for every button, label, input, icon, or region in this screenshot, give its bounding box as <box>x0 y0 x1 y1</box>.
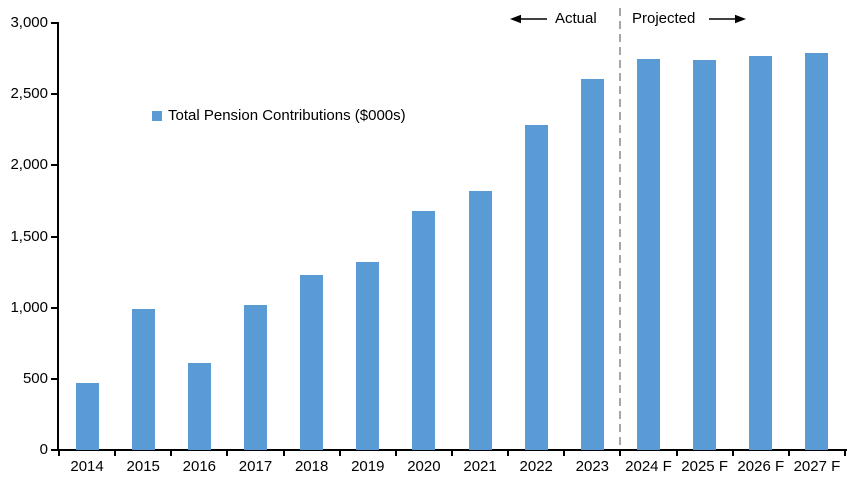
legend-marker <box>152 111 162 121</box>
x-axis-tick-label: 2016 <box>182 458 217 475</box>
arrow-left-icon <box>510 14 547 24</box>
x-axis-tick <box>563 450 566 456</box>
projected-label: Projected <box>632 10 696 27</box>
x-axis-tick-label: 2019 <box>351 458 385 475</box>
y-axis-tick-label: 3,000 <box>10 14 48 31</box>
x-axis-tick-label: 2024 F <box>625 458 672 475</box>
x-axis-tick <box>282 450 285 456</box>
x-axis-tick <box>451 450 453 456</box>
x-axis-tick-label: 2017 <box>238 458 273 475</box>
x-axis-tick <box>507 450 510 456</box>
bar-2026-f <box>749 55 773 450</box>
x-axis-tick <box>675 450 678 456</box>
bar-2021 <box>468 190 492 450</box>
x-axis-tick-label: 2022 <box>519 458 553 475</box>
x-axis-tick <box>114 450 117 456</box>
bar-2022 <box>524 125 548 450</box>
y-axis-tick <box>51 93 58 96</box>
x-axis-tick <box>787 450 790 456</box>
x-axis-tick-label: 2020 <box>407 458 441 475</box>
x-axis-tick-label: 2027 F <box>793 458 841 475</box>
y-axis-tick <box>51 449 58 451</box>
y-axis-tick-label: 2,000 <box>10 156 48 174</box>
bar-2018 <box>300 274 324 450</box>
arrow-right-icon <box>709 14 746 24</box>
x-axis-tick <box>226 450 229 456</box>
bar-2016 <box>187 363 211 450</box>
x-axis-tick <box>619 450 622 456</box>
y-axis-line <box>57 22 59 451</box>
x-axis-tick <box>170 450 173 456</box>
x-axis-tick <box>58 450 60 456</box>
x-axis-tick <box>731 450 734 456</box>
y-axis-tick <box>51 164 58 167</box>
y-axis-tick <box>51 235 58 238</box>
x-axis-tick-label: 2025 F <box>681 458 728 475</box>
legend-label: Total Pension Contributions ($000s) <box>168 107 406 124</box>
y-axis-tick <box>51 22 58 24</box>
x-axis-tick-label: 2014 <box>70 458 104 475</box>
x-axis-tick-label: 2023 <box>575 458 610 475</box>
x-axis-tick <box>394 450 397 456</box>
actual-projected-divider <box>619 8 622 450</box>
y-axis-tick <box>51 306 58 309</box>
y-axis-tick-label: 0 <box>39 441 48 458</box>
bar-2017 <box>244 304 267 450</box>
bar-2015 <box>131 309 155 450</box>
x-axis-tick <box>844 450 846 456</box>
x-axis-tick <box>338 450 341 456</box>
bar-2023 <box>580 78 604 450</box>
bar-2014 <box>75 383 99 450</box>
x-axis-tick-label: 2015 <box>126 458 160 475</box>
bar-2019 <box>356 262 380 450</box>
bar-2020 <box>412 210 436 450</box>
x-axis-tick-label: 2018 <box>294 458 329 475</box>
bar-2027-f <box>805 52 829 450</box>
y-axis-tick <box>51 377 58 380</box>
y-axis-tick-label: 1,000 <box>10 298 48 316</box>
x-axis-tick-label: 2021 <box>463 458 497 475</box>
bar-2024-f <box>637 58 660 450</box>
y-axis-tick-label: 2,500 <box>10 85 48 103</box>
y-axis-tick-label: 500 <box>22 369 48 387</box>
actual-label: Actual <box>555 10 597 27</box>
legend: Total Pension Contributions ($000s) <box>152 107 406 125</box>
y-axis-tick-label: 1,500 <box>10 227 48 245</box>
x-axis-tick-label: 2026 F <box>737 458 785 475</box>
bar-2025-f <box>693 60 717 450</box>
